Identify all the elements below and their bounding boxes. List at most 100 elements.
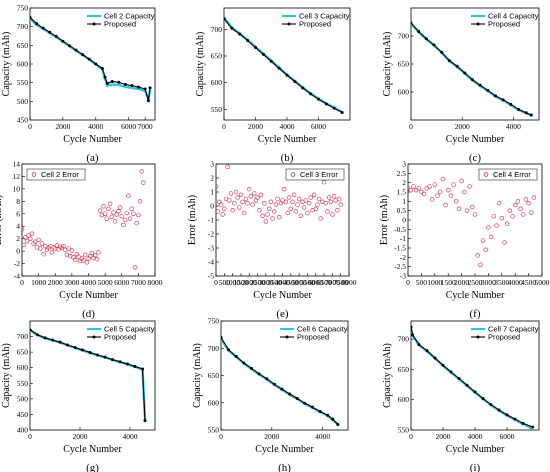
error-point [429, 197, 435, 202]
error-point [22, 227, 25, 232]
plot-area [30, 328, 147, 423]
panel-a: 0 2000 4000 6000 7000 450 500 550 600 650 700 750 Cy… [1, 4, 156, 164]
x-tick-label: 2000 [455, 122, 470, 131]
error-point [408, 187, 413, 193]
y-tick-label: 700 [398, 335, 410, 344]
error-point [424, 186, 429, 191]
error-point [421, 191, 427, 197]
series-line-proposed [411, 326, 533, 428]
proposed-point [417, 343, 421, 347]
y-tick-label: 650 [211, 52, 223, 61]
proposed-point [224, 17, 226, 21]
error-point [515, 199, 521, 204]
panel-caption: (e) [276, 308, 289, 320]
error-point [82, 252, 88, 258]
x-tick-label: 5000 [292, 278, 307, 287]
y-tick-label: 0 [16, 247, 20, 256]
proposed-point [227, 348, 231, 352]
proposed-point [288, 392, 292, 396]
error-point [526, 201, 531, 206]
error-point [523, 197, 529, 202]
error-point [331, 194, 337, 199]
proposed-point [310, 405, 314, 409]
y-tick-label: 600 [398, 88, 410, 97]
panel-g: 0 2000 4000 400 450 500 550 600 650 700 Cycle Numb… [1, 320, 156, 472]
error-point [518, 206, 523, 212]
x-tick-label: 500 [219, 278, 231, 287]
error-point [464, 208, 470, 213]
error-point [459, 178, 464, 184]
proposed-point [110, 80, 114, 84]
proposed-point [51, 338, 54, 342]
x-tick-label: 4000 [508, 278, 523, 287]
error-point [291, 192, 297, 198]
proposed-point [265, 377, 269, 381]
plot-area [30, 15, 152, 104]
proposed-point [146, 99, 150, 103]
proposed-point [30, 328, 32, 332]
proposed-point [433, 356, 437, 360]
error-point [499, 215, 504, 221]
proposed-point [221, 335, 223, 339]
error-point [330, 212, 335, 217]
proposed-point [441, 363, 445, 367]
error-point [472, 212, 478, 217]
y-tick-label: -3 [208, 244, 214, 253]
error-point [247, 187, 252, 192]
y-tick-label: -2.5 [394, 262, 406, 271]
x-tick-label: 0 [214, 278, 218, 287]
proposed-point [324, 102, 328, 106]
error-point [285, 210, 290, 216]
error-point [97, 208, 103, 213]
error-point [478, 262, 483, 267]
proposed-point [249, 366, 253, 370]
error-point [102, 211, 108, 216]
legend-marker [287, 22, 291, 26]
y-tick-label: 500 [17, 394, 29, 403]
error-point [107, 201, 113, 207]
plot-frame [21, 163, 156, 277]
x-tick-label: 3500 [267, 278, 282, 287]
y-tick-label: 750 [17, 4, 29, 13]
y-tick-label: 450 [17, 116, 29, 125]
legend-label: Proposed [104, 20, 136, 29]
x-axis-label: Cycle Number [446, 444, 505, 455]
y-tick-label: -4 [208, 258, 214, 267]
error-point [222, 206, 227, 212]
plot-area [224, 16, 344, 115]
error-point [69, 248, 75, 253]
proposed-point [497, 408, 501, 412]
x-tick-label: 0 [409, 432, 413, 441]
error-point [220, 212, 225, 217]
proposed-point [455, 64, 459, 68]
legend-label: Cell 3 Error [300, 170, 338, 179]
error-point [305, 210, 310, 216]
y-tick-label: 400 [17, 426, 29, 435]
y-tick-label: 550 [17, 78, 29, 87]
error-point [245, 201, 250, 206]
y-tick-label: 3 [210, 160, 214, 169]
proposed-point [238, 32, 242, 36]
legend-box [478, 168, 538, 181]
x-tick-label: 5000 [98, 278, 113, 287]
proposed-point [331, 417, 335, 421]
error-point [94, 257, 100, 262]
legend-marker [31, 172, 37, 177]
error-point [338, 202, 343, 207]
y-tick-label: 10 [13, 184, 21, 193]
y-axis-label: Capacity (mAh) [382, 32, 393, 97]
x-tick-label: 0 [28, 432, 32, 441]
error-point [437, 189, 443, 195]
panel-caption: (i) [470, 462, 481, 472]
error-point [136, 212, 141, 218]
proposed-point [411, 21, 413, 25]
error-point [267, 206, 272, 212]
error-point [440, 176, 446, 182]
error-point [276, 215, 282, 220]
x-tick-label: 5000 [535, 278, 550, 287]
error-point [43, 243, 48, 249]
error-point [89, 250, 95, 256]
legend-marker [476, 335, 480, 339]
error-point [467, 184, 472, 189]
